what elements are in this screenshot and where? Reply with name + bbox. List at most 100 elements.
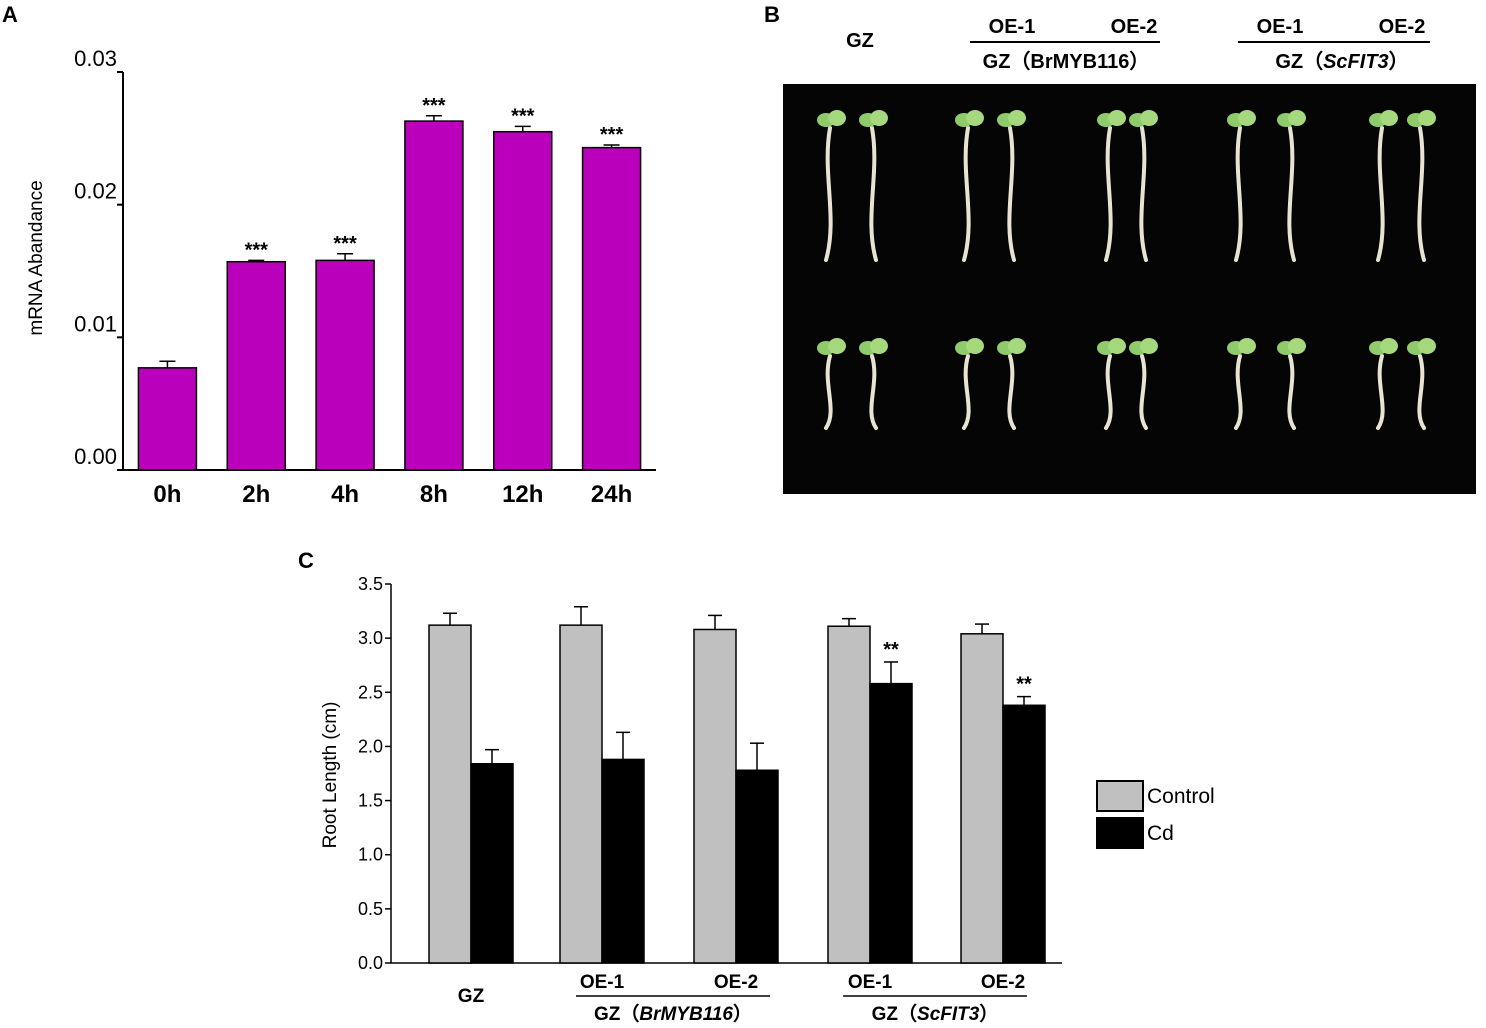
- chart-c-group-label-gene: ScFIT3: [917, 1004, 980, 1025]
- seedling-leaf: [1008, 338, 1026, 354]
- seedling-leaf: [1288, 338, 1306, 354]
- photo-label-gz: GZ: [846, 30, 874, 52]
- chart-c-bar-control: [428, 624, 472, 964]
- chart-a-bar: [315, 259, 375, 471]
- chart-c-group-label-prefix: GZ（: [872, 1002, 917, 1025]
- chart-c-category-label: OE-2: [714, 972, 758, 993]
- seedling-leaf: [1008, 110, 1026, 126]
- seedling-photo: [783, 84, 1476, 494]
- chart-c-ytick-label: 3.5: [358, 574, 383, 594]
- seedling-leaf: [1238, 338, 1256, 354]
- chart-c-group-label-suffix: ）: [733, 1002, 752, 1025]
- chart-c-bar-cd: [470, 763, 514, 964]
- chart-c-category-label: OE-1: [580, 972, 625, 993]
- chart-a-bar: [226, 260, 286, 471]
- chart-a-significance: ***: [511, 105, 535, 127]
- seedling-root: [869, 126, 878, 262]
- seedling-root: [1007, 126, 1016, 262]
- photo-group1-label: GZ（BrMYB116）: [983, 50, 1150, 73]
- seedling-leaf: [828, 338, 846, 354]
- panel-label-b: B: [764, 2, 780, 27]
- seedling-photo-panel: GZ OE-1 OE-2 OE-1 OE-2 GZ（BrMYB116） GZ（S…: [783, 16, 1476, 494]
- seedling-leaf: [1418, 110, 1436, 126]
- seedling-leaf: [1380, 110, 1398, 126]
- chart-c-ytick-label: 0.5: [358, 899, 383, 919]
- chart-a-significance: ***: [245, 239, 269, 261]
- chart-a-significance: ***: [422, 95, 446, 117]
- seedling-root: [869, 354, 878, 430]
- seedling-root: [1287, 354, 1296, 430]
- seedling-root: [1417, 126, 1426, 262]
- chart-c-category-label: OE-2: [981, 972, 1025, 993]
- seedling-leaf: [828, 110, 846, 126]
- chart-a-significance: ***: [333, 233, 357, 255]
- chart-c-bar-control: [559, 624, 603, 964]
- chart-a-category-label: 24h: [591, 481, 632, 508]
- seedling-leaf: [870, 338, 888, 354]
- chart-a-ytick-label: 0.01: [74, 311, 117, 336]
- seedling-leaf: [1108, 338, 1126, 354]
- chart-a-bar: [404, 120, 464, 471]
- photo-label-oe1-a: OE-1: [989, 16, 1036, 38]
- seedling-root: [1104, 126, 1113, 262]
- chart-c-ytick-label: 0.0: [358, 953, 383, 973]
- seedling-leaf: [1238, 110, 1256, 126]
- chart-a-bar: [137, 367, 198, 471]
- seedling-root: [1376, 354, 1385, 430]
- seedlings: [817, 110, 1436, 430]
- seedling-leaf: [966, 110, 984, 126]
- chart-c-bar-cd: [601, 758, 645, 964]
- chart-c-group-label: GZ（BrMYB116）: [594, 1002, 752, 1025]
- seedling-root: [1234, 354, 1243, 430]
- chart-c-group-label-suffix: ）: [979, 1002, 998, 1025]
- seedling-leaf: [1140, 110, 1158, 126]
- chart-c-bar-cd: [735, 769, 779, 964]
- chart-a-bar: [493, 130, 553, 471]
- chart-c-category-label: GZ: [458, 986, 485, 1007]
- photo-label-oe1-b: OE-1: [1257, 16, 1304, 38]
- chart-c-ytick-label: 1.0: [358, 845, 383, 865]
- chart-c-bar-control: [960, 633, 1004, 964]
- seedling-root: [962, 126, 971, 262]
- seedling-root: [1139, 354, 1148, 430]
- seedling-root: [1007, 354, 1016, 430]
- chart-c-bar-cd: [869, 682, 913, 964]
- seedling-root: [824, 126, 833, 262]
- seedling-leaf: [1418, 338, 1436, 354]
- chart-c-significance: **: [883, 639, 899, 661]
- panel-label-c: C: [298, 548, 314, 573]
- seedling-root: [824, 354, 833, 430]
- chart-c-bar-cd: [1002, 704, 1046, 964]
- chart-c-ytick-label: 2.5: [358, 682, 383, 702]
- chart-c-ytick-label: 2.0: [358, 736, 383, 756]
- chart-c-group-label-gene: BrMYB116: [639, 1004, 733, 1025]
- seedling-leaf: [1140, 338, 1158, 354]
- legend: Control Cd: [1096, 780, 1215, 849]
- chart-a-category-label: 12h: [502, 481, 543, 508]
- chart-c-bar-control: [827, 625, 871, 964]
- chart-c-group-label-prefix: GZ（: [594, 1002, 639, 1025]
- seedling-root: [1234, 126, 1243, 262]
- chart-c-category-label: OE-1: [848, 972, 893, 993]
- seedling-leaf: [1108, 110, 1126, 126]
- legend-label-cd: Cd: [1147, 822, 1174, 845]
- chart-a-ytick-label: 0.00: [74, 444, 117, 469]
- seedling-root: [1104, 354, 1113, 430]
- chart-c-ytick-label: 3.0: [358, 628, 383, 648]
- chart-a-ytick-label: 0.03: [74, 46, 117, 71]
- panel-label-a: A: [2, 2, 18, 27]
- chart-a-category-label: 2h: [242, 481, 270, 508]
- chart-c-bar-control: [693, 628, 737, 964]
- chart-a-significance: ***: [600, 124, 624, 146]
- legend-swatch-cd: [1096, 817, 1144, 849]
- seedling-leaf: [1380, 338, 1398, 354]
- chart-a-category-label: 8h: [420, 481, 448, 508]
- legend-swatch-control: [1096, 780, 1144, 812]
- chart-a-ylabel: mRNA Abandance: [26, 180, 47, 335]
- chart-c: Root Length (cm) 0.0 0.5 1.0 1.5 2.0 2.5 3.0 3.…: [320, 574, 1062, 1025]
- chart-a-ytick-label: 0.02: [74, 179, 117, 204]
- seedling-root: [1417, 354, 1426, 430]
- seedling-root: [962, 354, 971, 430]
- chart-c-ytick-label: 1.5: [358, 791, 383, 811]
- seedling-leaf: [1288, 110, 1306, 126]
